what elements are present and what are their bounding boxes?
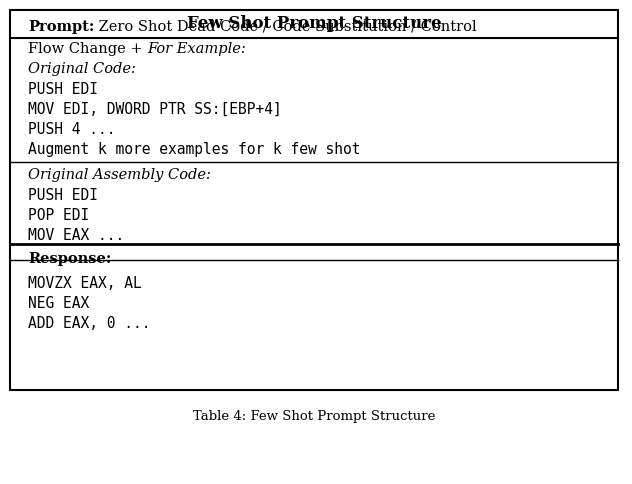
Text: ADD EAX, 0 ...: ADD EAX, 0 ... <box>28 316 150 331</box>
Text: Prompt:: Prompt: <box>28 20 94 34</box>
Text: Augment k more examples for k few shot: Augment k more examples for k few shot <box>28 142 360 157</box>
Text: PUSH 4 ...: PUSH 4 ... <box>28 122 116 137</box>
Text: Zero Shot Dead Code / Code Substitution / Control: Zero Shot Dead Code / Code Substitution … <box>94 20 477 34</box>
Text: Table 4: Few Shot Prompt Structure: Table 4: Few Shot Prompt Structure <box>193 410 435 423</box>
Text: PUSH EDI: PUSH EDI <box>28 188 98 203</box>
Text: MOV EAX ...: MOV EAX ... <box>28 228 125 243</box>
Text: POP EDI: POP EDI <box>28 208 89 223</box>
Text: Original Assembly Code:: Original Assembly Code: <box>28 168 211 182</box>
Bar <box>10 10 618 390</box>
Text: Few Shot Prompt Structure: Few Shot Prompt Structure <box>186 15 441 32</box>
Text: For Example:: For Example: <box>147 42 246 56</box>
Text: Response:: Response: <box>28 252 111 266</box>
Text: MOVZX EAX, AL: MOVZX EAX, AL <box>28 276 142 291</box>
Text: Original Code:: Original Code: <box>28 62 136 76</box>
Text: Flow Change +: Flow Change + <box>28 42 147 56</box>
Text: PUSH EDI: PUSH EDI <box>28 82 98 97</box>
Text: NEG EAX: NEG EAX <box>28 296 89 311</box>
Text: MOV EDI, DWORD PTR SS:[EBP+4]: MOV EDI, DWORD PTR SS:[EBP+4] <box>28 102 282 117</box>
